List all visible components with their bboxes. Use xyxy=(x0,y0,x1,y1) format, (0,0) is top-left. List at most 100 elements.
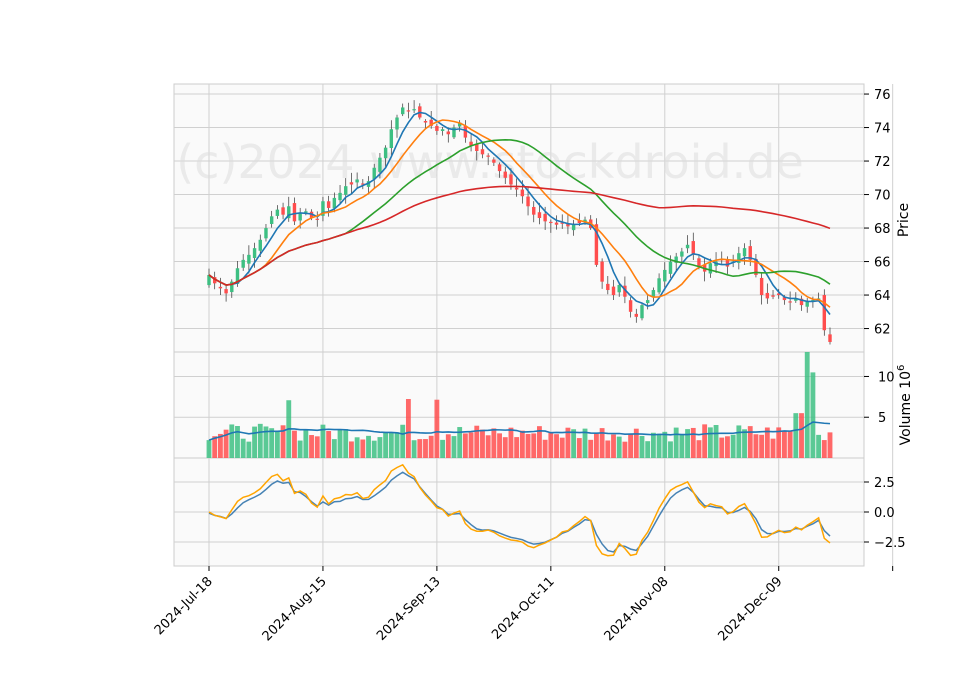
candle-body xyxy=(822,295,827,331)
volume-bar xyxy=(650,432,656,458)
candle-body xyxy=(606,283,610,291)
x-tick-label: 2024-Aug-15 xyxy=(260,574,330,644)
volume-bar xyxy=(440,439,446,458)
price-tick-label: 70 xyxy=(874,189,891,204)
candle-body xyxy=(674,256,678,263)
price-tick-label: 66 xyxy=(874,256,891,271)
volume-bar xyxy=(804,352,810,458)
candle-body xyxy=(361,183,365,185)
price-axis-label: Price xyxy=(896,203,912,237)
volume-layer xyxy=(206,352,833,458)
candle-body xyxy=(640,305,644,319)
candle-body xyxy=(680,251,684,257)
volume-bar xyxy=(468,432,474,458)
candle-body xyxy=(383,147,388,159)
candle-body xyxy=(241,259,245,268)
volume-bar xyxy=(303,430,309,458)
volume-bar xyxy=(810,372,816,458)
candle-body xyxy=(287,206,291,219)
candle-body xyxy=(577,220,582,224)
volume-bar xyxy=(776,427,782,458)
candle-body xyxy=(230,281,234,293)
volume-bar xyxy=(274,431,280,458)
candle-body xyxy=(344,186,348,195)
candle-body xyxy=(799,298,804,306)
x-tick-label: 2024-Oct-11 xyxy=(489,574,557,642)
volume-bar xyxy=(445,434,451,458)
candle-body xyxy=(207,274,211,286)
candle-body xyxy=(697,258,701,267)
candle-body xyxy=(235,268,240,284)
volume-bar xyxy=(656,433,662,458)
ma-very-long-line xyxy=(208,185,831,286)
x-tick-label: 2024-Nov-08 xyxy=(602,574,672,644)
volume-bar xyxy=(377,437,383,458)
volume-bar xyxy=(736,425,742,458)
oscillator-orange-line xyxy=(208,463,831,557)
line-layer xyxy=(208,111,831,557)
volume-bar xyxy=(565,427,571,458)
x-tick-label: 2024-Jul-18 xyxy=(152,574,216,638)
candle-body xyxy=(554,222,559,225)
candle-body xyxy=(668,261,673,274)
volume-bar xyxy=(423,439,428,458)
volume-bar xyxy=(400,424,406,458)
volume-bar xyxy=(599,428,605,458)
volume-bar xyxy=(559,437,565,458)
candle-body xyxy=(549,221,553,224)
volume-bar xyxy=(525,433,531,458)
volume-bar xyxy=(223,429,229,458)
volume-bar xyxy=(690,427,696,458)
volume-axis-label: Volume 106 xyxy=(896,365,914,446)
candle-body xyxy=(269,216,274,224)
candle-body xyxy=(332,197,337,209)
candle-body xyxy=(634,313,639,317)
candle-body xyxy=(389,129,394,149)
candle-body xyxy=(788,301,792,303)
candle-body xyxy=(571,224,576,231)
volume-bar xyxy=(360,439,366,458)
volume-bar xyxy=(428,435,434,458)
volume-bar xyxy=(508,427,514,458)
price-tick-label: 64 xyxy=(874,289,891,304)
candle-body xyxy=(628,300,633,312)
volume-axis-label-text: Volume 10 xyxy=(898,371,914,445)
volume-bar xyxy=(821,440,827,458)
volume-bar xyxy=(759,434,765,458)
candle-body xyxy=(486,155,490,157)
volume-bar xyxy=(309,435,314,458)
volume-bar xyxy=(235,426,240,458)
indicator-tick-label: −2.5 xyxy=(874,536,906,551)
candle-body xyxy=(497,164,502,172)
volume-bar xyxy=(548,432,554,458)
candle-body xyxy=(623,285,627,297)
volume-bar xyxy=(645,441,651,458)
volume-bar xyxy=(679,433,685,458)
candle-body xyxy=(777,293,781,296)
volume-bar xyxy=(252,426,257,458)
volume-bar xyxy=(371,440,377,458)
candle-body xyxy=(737,253,741,263)
candle-body xyxy=(566,223,570,227)
candle-body xyxy=(281,207,285,215)
price-tick-label: 76 xyxy=(874,88,891,103)
volume-bar xyxy=(753,434,759,458)
candle-body xyxy=(212,277,217,284)
volume-bar xyxy=(673,427,679,458)
volume-bar xyxy=(605,440,611,458)
candle-body xyxy=(782,297,787,301)
candle-body xyxy=(292,203,297,222)
candle-body xyxy=(378,157,382,172)
volume-tick-label: 5 xyxy=(878,411,886,426)
candle-body xyxy=(509,174,513,185)
volume-bar xyxy=(217,433,223,458)
candle-body xyxy=(406,110,411,112)
candle-body xyxy=(423,121,428,123)
volume-bar xyxy=(588,439,594,458)
candle-body xyxy=(725,259,730,267)
volume-bar xyxy=(542,439,548,458)
volume-bar xyxy=(685,429,690,458)
candle-body xyxy=(828,334,832,342)
volume-bar xyxy=(633,428,639,458)
